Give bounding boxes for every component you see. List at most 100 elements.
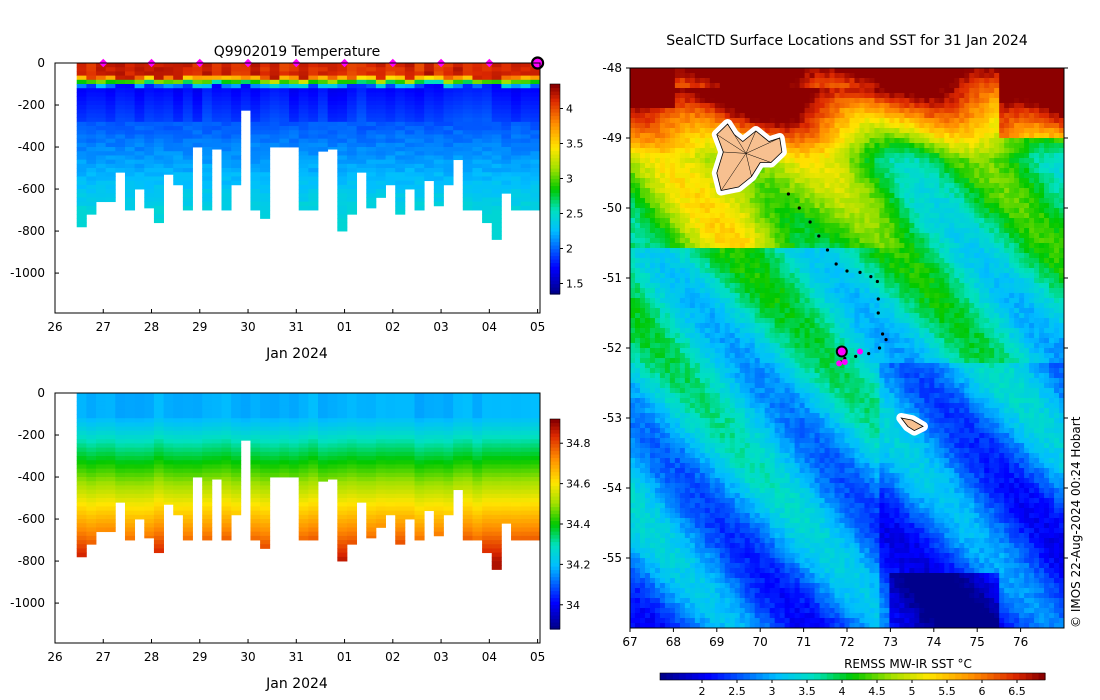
profile-cell	[76, 218, 87, 224]
sst-cell	[1049, 148, 1055, 154]
profile-cell	[501, 151, 512, 156]
sst-cell	[929, 158, 935, 164]
profile-cell	[144, 147, 155, 152]
sst-cell	[659, 168, 666, 174]
profile-cell	[269, 117, 280, 123]
sst-cell	[799, 78, 806, 84]
profile-cell	[202, 168, 213, 173]
profile-cell	[356, 117, 367, 123]
profile-cell	[385, 180, 396, 186]
sst-cell	[634, 128, 641, 134]
sst-cell	[630, 148, 636, 154]
profile-cell	[530, 439, 540, 444]
profile-cell	[433, 121, 444, 127]
sst-cell	[674, 118, 681, 124]
profile-cell	[279, 109, 290, 114]
profile-cell	[327, 147, 338, 150]
profile-cell	[491, 451, 502, 457]
sst-cell	[1054, 93, 1060, 99]
profile-cell	[491, 75, 502, 81]
profile-cell	[318, 447, 329, 453]
profile-cell	[221, 88, 232, 93]
profile-cell	[482, 96, 493, 102]
profile-cell	[105, 439, 116, 444]
sst-cell	[1004, 158, 1010, 164]
sst-cell	[804, 168, 811, 174]
sst-cell	[874, 163, 880, 169]
profile-cell	[153, 193, 164, 198]
sst-cell	[994, 103, 1000, 109]
sst-cell	[1004, 143, 1010, 149]
profile-cell	[231, 456, 242, 461]
profile-cell	[395, 168, 406, 173]
profile-cell	[491, 63, 502, 68]
profile-cell	[221, 397, 232, 402]
profile-cell	[491, 393, 502, 398]
profile-cell	[395, 502, 406, 507]
profile-cell	[385, 92, 396, 98]
profile-cell	[124, 430, 136, 436]
y-tick-label: -200	[18, 98, 45, 112]
profile-cell	[182, 401, 193, 407]
profile-cell	[144, 180, 155, 186]
sst-cell	[1009, 98, 1015, 104]
sst-cell	[704, 163, 711, 169]
profile-cell	[182, 430, 193, 436]
profile-cell	[337, 71, 348, 77]
profile-cell	[153, 130, 164, 135]
sst-cell	[1034, 103, 1040, 109]
sst-cell	[979, 123, 985, 129]
profile-cell	[221, 105, 232, 110]
profile-cell	[433, 418, 444, 423]
sst-cell	[829, 73, 836, 79]
profile-cell	[520, 163, 531, 169]
profile-cell	[453, 477, 464, 482]
sst-cell	[1034, 108, 1040, 114]
profile-cell	[144, 393, 155, 398]
colorbar-cell	[550, 475, 560, 480]
profile-cell	[153, 88, 164, 93]
profile-cell	[76, 71, 87, 77]
profile-cell	[511, 489, 522, 495]
sst-cell	[944, 158, 950, 164]
profile-cell	[511, 172, 522, 177]
profile-cell	[96, 121, 107, 127]
profile-cell	[462, 464, 473, 470]
profile-cell	[491, 159, 502, 165]
profile-cell	[366, 197, 377, 203]
profile-cell	[144, 189, 155, 194]
profile-cell	[404, 75, 415, 81]
sst-cell	[699, 73, 706, 79]
profile-cell	[260, 447, 271, 453]
profile-cell	[385, 176, 396, 182]
profile-cell	[346, 481, 358, 486]
profile-cell	[308, 96, 319, 102]
profile-cell	[462, 468, 473, 474]
sst-cell	[969, 73, 975, 79]
profile-cell	[202, 535, 213, 541]
sst-cell	[864, 73, 870, 79]
sst-cell	[1039, 133, 1045, 139]
profile-cell	[250, 75, 261, 81]
profile-cell	[337, 414, 348, 419]
profile-cell	[356, 498, 367, 503]
sst-cell	[884, 128, 890, 134]
profile-cell	[375, 109, 386, 114]
profile-cell	[327, 117, 338, 123]
sst-cell	[649, 98, 656, 104]
profile-cell	[462, 514, 473, 520]
profile-cell	[530, 79, 540, 85]
profile-cell	[414, 447, 425, 453]
profile-cell	[86, 151, 97, 156]
profile-cell	[231, 130, 242, 135]
profile-cell	[520, 401, 531, 407]
profile-cell	[298, 100, 309, 106]
sst-cell	[934, 83, 940, 89]
profile-cell	[327, 88, 338, 93]
profile-cell	[298, 451, 309, 457]
profile-cell	[366, 439, 377, 444]
profile-cell	[308, 489, 319, 495]
profile-cell	[192, 439, 203, 444]
sst-cell	[979, 143, 985, 149]
profile-cell	[76, 506, 87, 512]
